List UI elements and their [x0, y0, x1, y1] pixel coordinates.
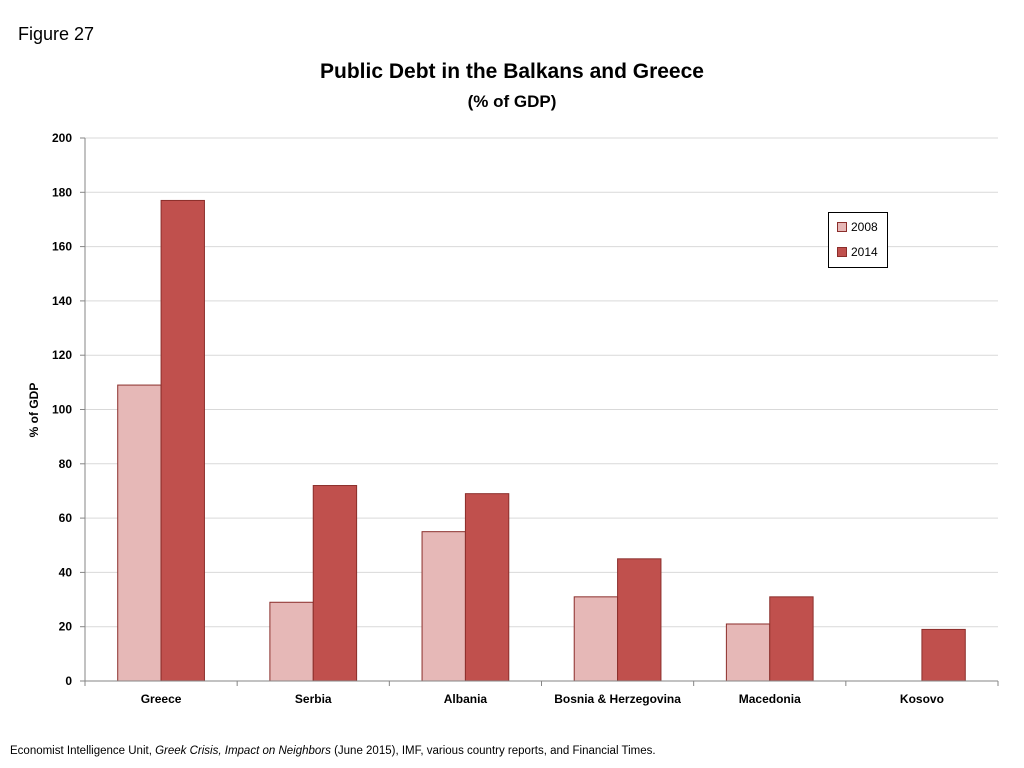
- x-tick-label: Greece: [141, 692, 182, 706]
- bar-2014-kosovo: [921, 628, 966, 682]
- axes: 0 20 40 60 80 100 120 140 160 180 200 Greece Serbia A…: [52, 131, 999, 706]
- chart-legend: 2008 2014: [828, 212, 888, 268]
- y-axis-label: % of GDP: [27, 383, 41, 438]
- chart-title: Public Debt in the Balkans and Greece: [320, 60, 704, 83]
- bar-2008-albania: [421, 531, 466, 682]
- source-text: Economist Intelligence Unit,: [10, 745, 156, 757]
- bar-2008-greece: [117, 384, 162, 682]
- y-tick-label: 60: [59, 511, 73, 525]
- y-tick-label: 0: [65, 674, 72, 688]
- chart-subtitle: (% of GDP): [467, 92, 557, 111]
- legend-label-2014: 2014: [851, 245, 878, 259]
- source-title: Greek Crisis, Impact on Neighbors: [155, 745, 331, 757]
- bar-2014-macedonia: [769, 596, 814, 682]
- y-tick-label: 140: [52, 294, 72, 308]
- bars: [117, 199, 966, 682]
- y-tick-label: 80: [59, 457, 73, 471]
- y-tick-label: 120: [52, 348, 72, 362]
- figure-label: Figure 27: [18, 24, 95, 44]
- legend-label-2008: 2008: [851, 220, 878, 234]
- legend-swatch-2014: [837, 247, 847, 257]
- y-tick-label: 180: [52, 185, 72, 199]
- y-tick-label: 100: [52, 403, 72, 417]
- y-tick-label: 200: [52, 131, 72, 145]
- y-tick-label: 160: [52, 240, 72, 254]
- x-tick-label: Macedonia: [739, 692, 801, 706]
- bar-2008-bosnia-herzegovina: [573, 596, 619, 682]
- bar-2014-bosnia-herzegovina: [617, 558, 662, 682]
- y-tick-label: 20: [59, 620, 73, 634]
- y-tick-label: 40: [59, 565, 73, 579]
- x-tick-label: Bosnia & Herzegovina: [554, 692, 681, 706]
- bar-2008-serbia: [269, 601, 314, 682]
- bar-2014-albania: [464, 493, 510, 682]
- bar-2008-macedonia: [725, 623, 771, 682]
- source-note: Economist Intelligence Unit, Greek Crisi…: [10, 745, 656, 757]
- bar-2014-serbia: [312, 485, 358, 682]
- legend-item-2014: 2014: [837, 245, 878, 259]
- legend-swatch-2008: [837, 222, 847, 232]
- x-tick-label: Kosovo: [900, 692, 944, 706]
- source-text-rest: (June 2015), IMF, various country report…: [330, 745, 656, 757]
- x-tick-label: Serbia: [295, 692, 332, 706]
- legend-item-2008: 2008: [837, 220, 878, 234]
- bar-2014-greece: [160, 199, 205, 682]
- x-tick-label: Albania: [444, 692, 488, 706]
